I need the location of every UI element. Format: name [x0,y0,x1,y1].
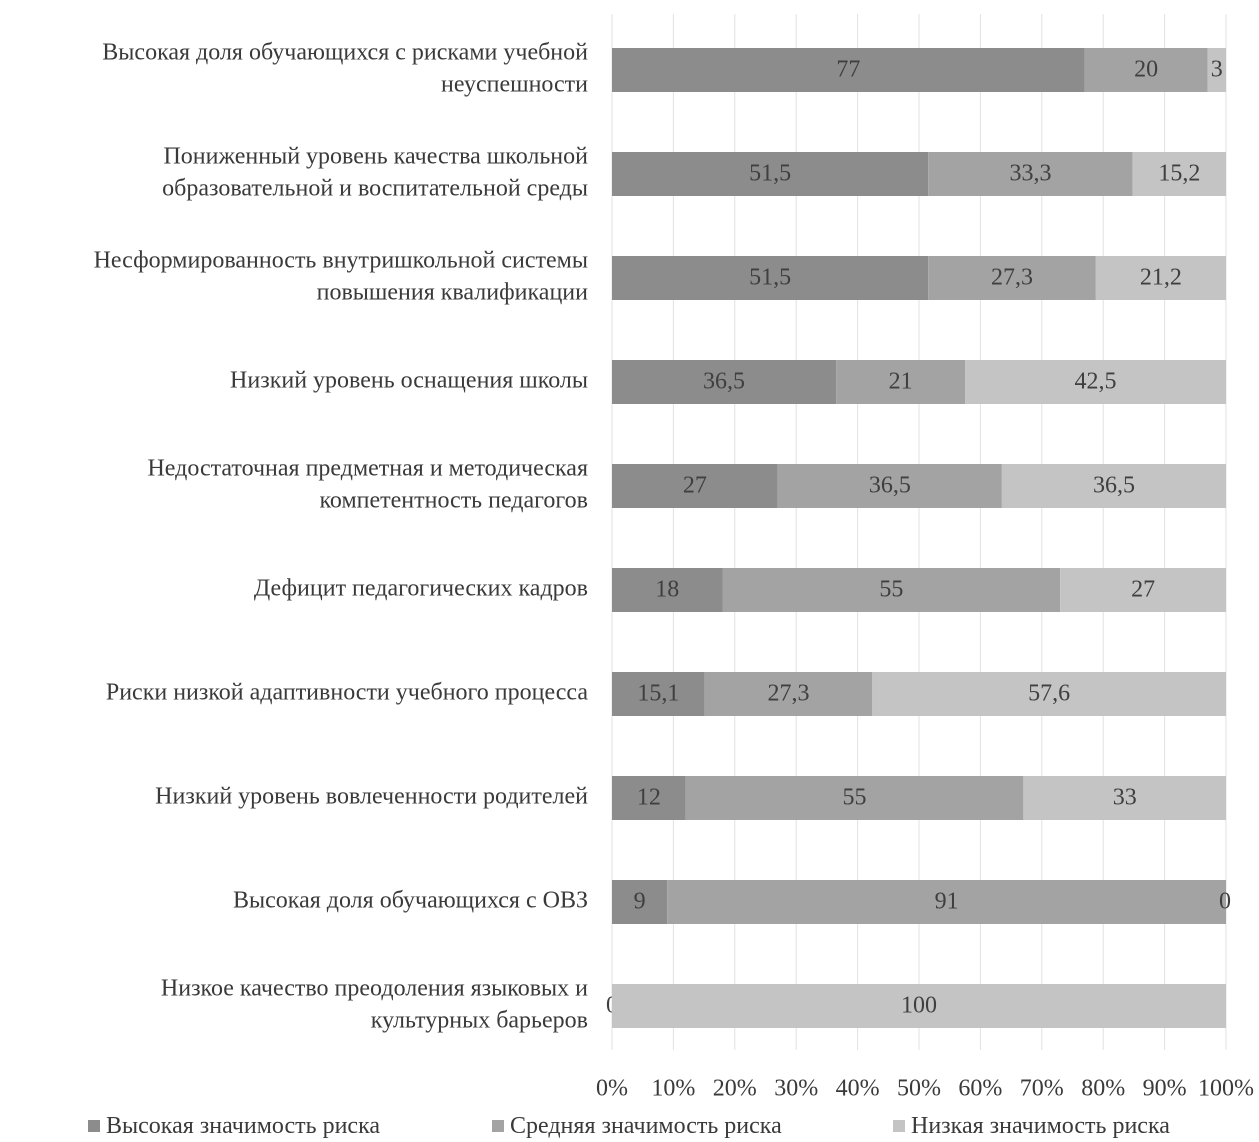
bar-segment-medium [928,256,1096,300]
bar-segment-high [612,48,1085,92]
data-label: 77 [836,57,860,83]
data-label: 51,5 [749,161,791,187]
bar-segment-high [612,568,723,612]
data-label: 57,6 [1028,681,1070,707]
bar-segment-high [612,672,705,716]
category-label: Низкий уровень вовлеченности родителей [155,784,588,810]
data-label: 21,2 [1140,265,1182,291]
category-label: культурных барьеров [371,1008,588,1034]
bar-segment-medium [704,672,873,716]
data-label: 36,5 [1093,473,1135,499]
x-tick-label: 80% [1081,1076,1125,1102]
bar-segment-high [612,256,929,300]
bar-segment-high [612,360,837,404]
legend-swatch-high [88,1120,100,1132]
bar-segment-low [1207,48,1226,92]
x-tick-label: 10% [651,1076,695,1102]
bar-segment-low [1001,464,1226,508]
bar-segment-medium [722,568,1061,612]
x-tick-label: 30% [774,1076,818,1102]
bar-segment-medium [667,880,1226,924]
category-label: Несформированность внутришкольной систем… [94,248,588,274]
data-label: 36,5 [703,369,745,395]
category-label: Пониженный уровень качества школьной [163,144,588,170]
data-label: 27 [1131,577,1155,603]
x-tick-label: 90% [1143,1076,1187,1102]
data-label: 21 [889,369,913,395]
legend-label-high: Высокая значимость риска [106,1112,381,1139]
data-label: 91 [935,889,959,915]
data-label: 12 [637,785,661,811]
category-label: образовательной и воспитательной среды [162,176,588,202]
bar-segment-low [612,984,1226,1028]
x-tick-label: 50% [897,1076,941,1102]
bar-segment-medium [836,360,966,404]
x-tick-label: 60% [958,1076,1002,1102]
data-label: 55 [879,577,903,603]
category-label: Дефицит педагогических кадров [254,576,588,602]
legend-item-medium: Средняя значимость риска [492,1110,782,1142]
category-label: Низкий уровень оснащения школы [230,368,588,394]
data-label: 27,3 [991,265,1033,291]
bar-segment-low [965,360,1226,404]
legend-label-low: Низкая значимость риска [911,1112,1170,1139]
category-label: Низкое качество преодоления языковых и [161,976,588,1002]
category-label: Недостаточная предметная и методическая [147,456,588,482]
data-label: 51,5 [749,265,791,291]
data-label: 33 [1113,785,1137,811]
legend-swatch-medium [492,1120,504,1132]
category-label: Высокая доля обучающихся с рисками учебн… [102,40,588,66]
bar-segment-high [612,152,929,196]
category-label: неуспешности [441,72,588,98]
legend-item-low: Низкая значимость риска [893,1110,1170,1142]
category-label: Риски низкой адаптивности учебного проце… [106,680,588,706]
x-tick-label: 20% [713,1076,757,1102]
data-label: 27 [683,473,707,499]
data-label: 3 [1211,57,1223,83]
data-label: 15,1 [637,681,679,707]
data-label: 36,5 [869,473,911,499]
data-label: 9 [634,889,646,915]
data-label: 27,3 [768,681,810,707]
bar-segment-low [1132,152,1226,196]
bar-segment-high [612,464,778,508]
bar-segment-medium [928,152,1133,196]
bar-segment-medium [685,776,1024,820]
data-label: 18 [655,577,679,603]
category-label: Высокая доля обучающихся с ОВЗ [233,888,588,914]
legend-label-medium: Средняя значимость риска [510,1112,782,1139]
data-label: 33,3 [1009,161,1051,187]
category-label: компетентность педагогов [319,488,588,514]
legend-swatch-low [893,1120,905,1132]
bar-segment-high [612,880,668,924]
bar-segment-low [1023,776,1226,820]
bar-segment-medium [777,464,1002,508]
x-tick-label: 40% [836,1076,880,1102]
chart-legend: Высокая значимость риска Средняя значимо… [0,1110,1259,1142]
data-label: 55 [843,785,867,811]
x-tick-label: 100% [1198,1076,1254,1102]
data-label: 20 [1134,57,1158,83]
bar-segment-medium [1084,48,1208,92]
data-label: 42,5 [1075,369,1117,395]
category-label: повышения квалификации [317,280,589,306]
bar-segment-low [872,672,1226,716]
data-label: 100 [901,993,937,1019]
legend-item-high: Высокая значимость риска [88,1110,380,1142]
x-tick-label: 70% [1020,1076,1064,1102]
bar-segment-low [1095,256,1226,300]
bar-segment-low [1060,568,1226,612]
data-label: 0 [1219,889,1231,915]
x-tick-label: 0% [596,1076,628,1102]
data-label: 15,2 [1158,161,1200,187]
chart-canvas: Высокая доля обучающихся с рисками учебн… [94,14,1254,1102]
bar-segment-high [612,776,686,820]
